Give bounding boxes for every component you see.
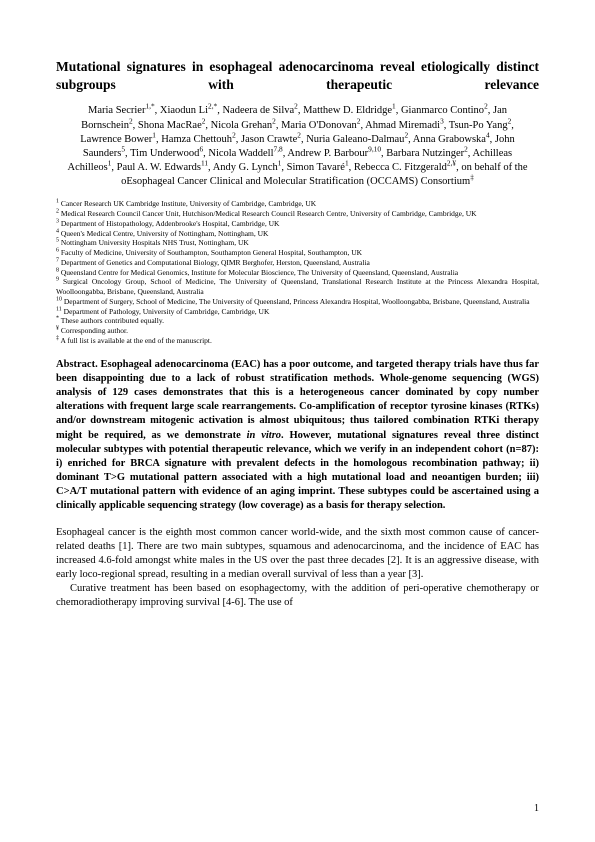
abstract-label: Abstract. xyxy=(56,359,98,370)
affiliations-block: 1 Cancer Research UK Cambridge Institute… xyxy=(56,199,539,345)
paper-title: Mutational signatures in esophageal aden… xyxy=(56,58,539,94)
abstract-text-2: . However, mutational signatures reveal … xyxy=(56,430,539,512)
abstract-text-1: Esophageal adenocarcinoma (EAC) has a po… xyxy=(56,359,539,441)
page-number: 1 xyxy=(534,803,539,814)
abstract-italic: in vitro xyxy=(247,430,281,441)
author-list: Maria Secrier1,*, Xiaodun Li2,*, Nadeera… xyxy=(56,104,539,189)
body-paragraph-1: Esophageal cancer is the eighth most com… xyxy=(56,526,539,583)
abstract: Abstract. Esophageal adenocarcinoma (EAC… xyxy=(56,358,539,514)
body-paragraph-2: Curative treatment has been based on eso… xyxy=(56,582,539,610)
body-text: Esophageal cancer is the eighth most com… xyxy=(56,526,539,611)
